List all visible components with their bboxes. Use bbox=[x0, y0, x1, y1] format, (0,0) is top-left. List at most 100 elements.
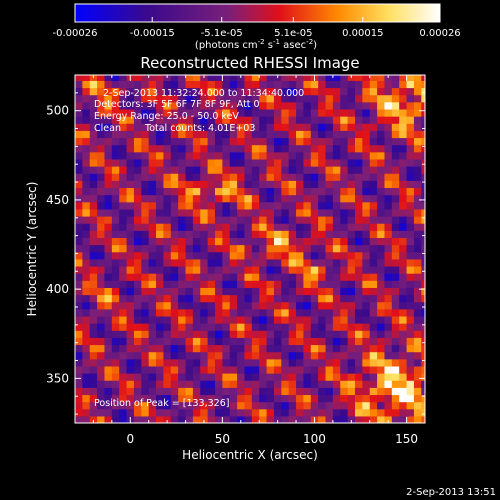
heatmap-cell bbox=[82, 301, 91, 310]
heatmap-cell bbox=[310, 365, 319, 374]
heatmap-cell bbox=[251, 258, 260, 267]
heatmap-cell bbox=[119, 80, 128, 89]
heatmap-cell bbox=[141, 123, 150, 131]
heatmap-cell bbox=[215, 158, 223, 167]
heatmap-cell bbox=[156, 208, 165, 217]
heatmap-cell bbox=[126, 194, 135, 203]
heatmap-cell bbox=[119, 244, 128, 253]
heatmap-cell bbox=[325, 380, 334, 388]
heatmap-cell bbox=[377, 415, 386, 423]
heatmap-cell bbox=[119, 294, 128, 303]
heatmap-cell bbox=[215, 237, 223, 246]
heatmap-cell bbox=[399, 94, 408, 103]
heatmap-cell bbox=[75, 287, 83, 296]
heatmap-cell bbox=[170, 401, 179, 410]
heatmap-cell bbox=[332, 87, 341, 96]
heatmap-cell bbox=[133, 223, 142, 231]
heatmap-cell bbox=[288, 265, 297, 274]
heatmap-cell bbox=[156, 237, 165, 246]
heatmap-cell bbox=[406, 230, 415, 238]
heatmap-cell bbox=[222, 194, 231, 203]
heatmap-cell bbox=[222, 144, 231, 153]
heatmap-cell bbox=[178, 351, 187, 360]
heatmap-cell bbox=[421, 194, 425, 203]
heatmap-cell bbox=[325, 287, 334, 296]
heatmap-cell bbox=[119, 394, 128, 403]
heatmap-cell bbox=[340, 158, 349, 167]
heatmap-cell bbox=[251, 365, 260, 374]
heatmap-cell bbox=[133, 301, 142, 310]
heatmap-cell bbox=[89, 80, 98, 89]
heatmap-cell bbox=[200, 130, 209, 139]
heatmap-cell bbox=[222, 251, 231, 260]
heatmap-cell bbox=[266, 237, 275, 246]
heatmap-cell bbox=[97, 387, 106, 396]
heatmap-cell bbox=[111, 330, 120, 338]
heatmap-cell bbox=[384, 116, 393, 124]
heatmap-cell bbox=[391, 337, 400, 346]
heatmap-cell bbox=[406, 215, 415, 224]
heatmap-cell bbox=[391, 75, 400, 81]
heatmap-cell bbox=[318, 265, 327, 274]
heatmap-cell bbox=[362, 215, 371, 224]
heatmap-cell bbox=[288, 301, 297, 310]
heatmap-cell bbox=[237, 323, 246, 331]
heatmap-cell bbox=[97, 344, 106, 353]
heatmap-cell bbox=[163, 315, 172, 324]
heatmap-cell bbox=[97, 358, 106, 367]
heatmap-cell bbox=[399, 215, 408, 224]
heatmap-cell bbox=[391, 166, 400, 174]
heatmap-cell bbox=[163, 80, 172, 89]
heatmap-cell bbox=[170, 265, 179, 274]
heatmap-cell bbox=[126, 87, 135, 96]
heatmap-cell bbox=[215, 101, 223, 110]
heatmap-cell bbox=[200, 294, 209, 303]
heatmap-cell bbox=[281, 180, 290, 189]
heatmap-cell bbox=[215, 173, 223, 181]
heatmap-cell bbox=[141, 373, 150, 381]
heatmap-cell bbox=[325, 373, 334, 381]
heatmap-cell bbox=[251, 373, 260, 381]
heatmap-cell bbox=[244, 301, 253, 310]
heatmap-cell bbox=[281, 380, 290, 388]
heatmap-cell bbox=[421, 108, 425, 117]
heatmap-cell bbox=[148, 180, 157, 189]
heatmap-cell bbox=[215, 344, 223, 353]
heatmap-cell bbox=[97, 373, 106, 381]
heatmap-cell bbox=[347, 187, 356, 196]
heatmap-cell bbox=[266, 365, 275, 374]
heatmap-cell bbox=[413, 365, 422, 374]
heatmap-cell bbox=[355, 408, 363, 417]
heatmap-cell bbox=[281, 244, 290, 253]
heatmap-cell bbox=[384, 144, 393, 153]
heatmap-cell bbox=[156, 201, 165, 210]
heatmap-cell bbox=[281, 373, 290, 381]
heatmap-cell bbox=[111, 223, 120, 231]
heatmap-cell bbox=[133, 75, 142, 81]
heatmap-cell bbox=[413, 137, 422, 146]
heatmap-cell bbox=[126, 108, 135, 117]
heatmap-cell bbox=[288, 287, 297, 296]
heatmap-cell bbox=[369, 344, 378, 353]
heatmap-cell bbox=[170, 308, 179, 317]
heatmap-cell bbox=[391, 123, 400, 131]
heatmap-cell bbox=[170, 223, 179, 231]
heatmap-cell bbox=[222, 308, 231, 317]
heatmap-cell bbox=[406, 130, 415, 139]
heatmap-cell bbox=[421, 315, 425, 324]
heatmap-cell bbox=[170, 380, 179, 388]
heatmap-cell bbox=[244, 166, 253, 174]
heatmap-cell bbox=[399, 315, 408, 324]
heatmap-cell bbox=[406, 94, 415, 103]
colorbar-tick-label: -0.00026 bbox=[53, 28, 98, 39]
heatmap-cell bbox=[170, 337, 179, 346]
heatmap-cell bbox=[156, 173, 165, 181]
heatmap-cell bbox=[200, 87, 209, 96]
heatmap-cell bbox=[200, 337, 209, 346]
heatmap-cell bbox=[148, 166, 157, 174]
heatmap-cell bbox=[384, 344, 393, 353]
heatmap-cell bbox=[192, 158, 201, 167]
heatmap-cell bbox=[332, 75, 341, 81]
heatmap-cell bbox=[126, 201, 135, 210]
heatmap-cell bbox=[141, 108, 150, 117]
